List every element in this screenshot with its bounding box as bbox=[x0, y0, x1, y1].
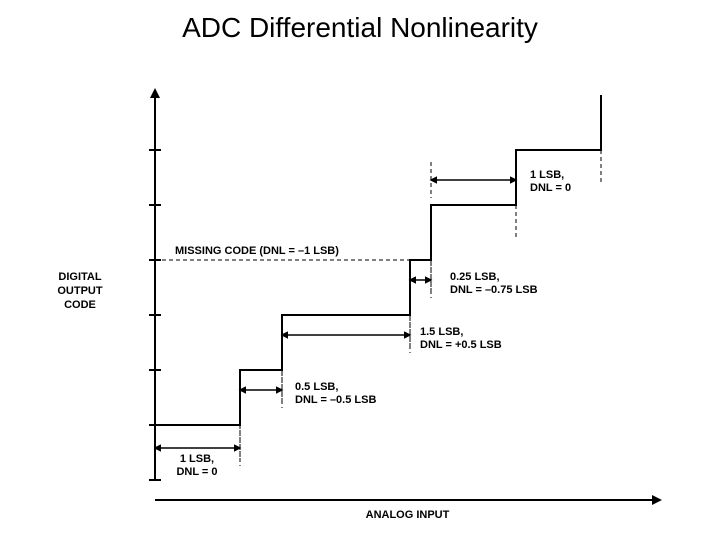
svg-text:0.25 LSB,DNL = –0.75 LSB: 0.25 LSB,DNL = –0.75 LSB bbox=[450, 271, 538, 296]
svg-text:1 LSB,DNL = 0: 1 LSB,DNL = 0 bbox=[176, 453, 217, 478]
svg-text:MISSING CODE (DNL = –1 LSB): MISSING CODE (DNL = –1 LSB) bbox=[175, 245, 339, 257]
svg-text:ANALOG INPUT: ANALOG INPUT bbox=[366, 509, 450, 520]
svg-text:0.5 LSB,DNL = –0.5 LSB: 0.5 LSB,DNL = –0.5 LSB bbox=[295, 381, 376, 406]
svg-text:DIGITALOUTPUTCODE: DIGITALOUTPUTCODE bbox=[57, 271, 103, 311]
svg-text:1 LSB,DNL = 0: 1 LSB,DNL = 0 bbox=[530, 169, 571, 194]
dnl-diagram: DIGITALOUTPUTCODE ANALOG INPUT MISSING COD… bbox=[40, 80, 680, 520]
page-title: ADC Differential Nonlinearity bbox=[0, 12, 720, 44]
svg-text:1.5 LSB,DNL = +0.5 LSB: 1.5 LSB,DNL = +0.5 LSB bbox=[420, 326, 502, 351]
